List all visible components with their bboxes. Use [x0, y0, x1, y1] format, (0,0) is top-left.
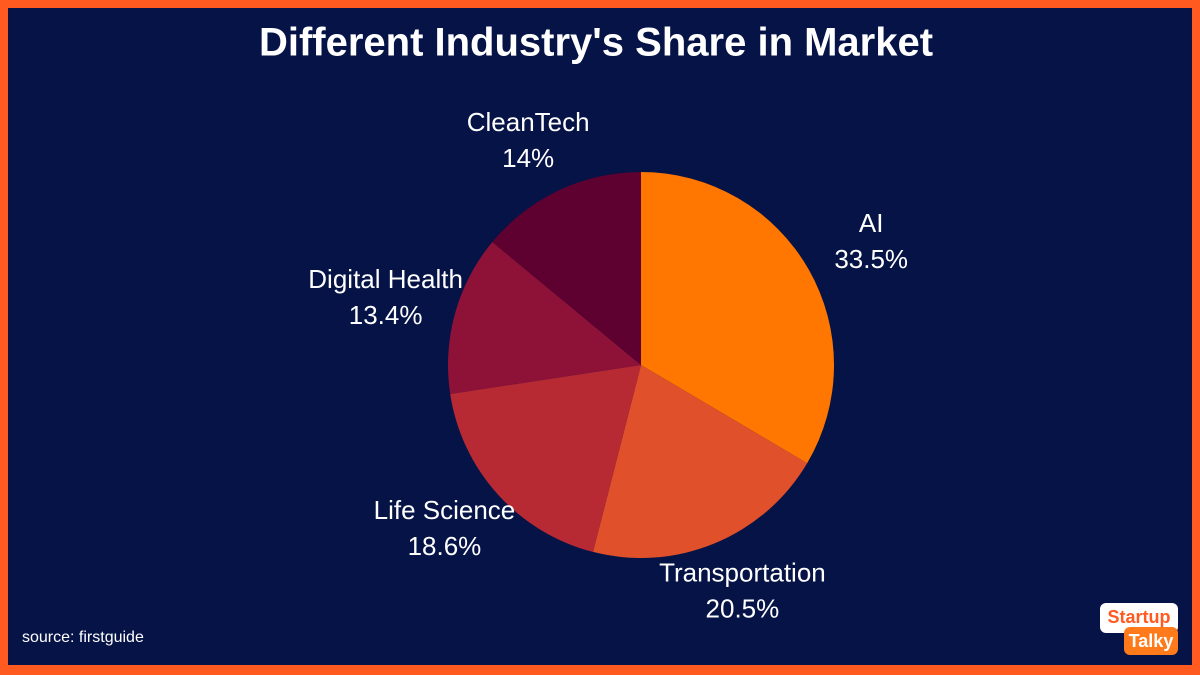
slice-label: Life Science: [374, 495, 516, 525]
pie-slice: [450, 365, 641, 552]
slice-label: Digital Health: [308, 264, 463, 294]
logo-badge: [1124, 627, 1178, 655]
slice-label: Transportation: [659, 558, 826, 588]
slice-label: CleanTech: [467, 107, 590, 137]
source-note: source: firstguide: [22, 629, 144, 646]
chart-title: Different Industry's Share in Market: [259, 21, 933, 65]
logo: Startup Talky: [1100, 603, 1178, 655]
value-label: 20.5%: [706, 594, 780, 624]
value-label: 13.4%: [349, 300, 423, 330]
logo-text: Startup: [1108, 607, 1171, 627]
logo-badge: [1100, 603, 1178, 633]
value-label: 33.5%: [834, 244, 908, 274]
value-label: 18.6%: [408, 531, 482, 561]
pie-slice: [641, 172, 834, 464]
pie-slice: [492, 172, 641, 365]
logo-text: Talky: [1129, 631, 1174, 651]
pie-slice: [593, 365, 808, 558]
pie-slice: [448, 241, 641, 394]
value-label: 14%: [502, 143, 554, 173]
slice-label: AI: [859, 208, 884, 238]
